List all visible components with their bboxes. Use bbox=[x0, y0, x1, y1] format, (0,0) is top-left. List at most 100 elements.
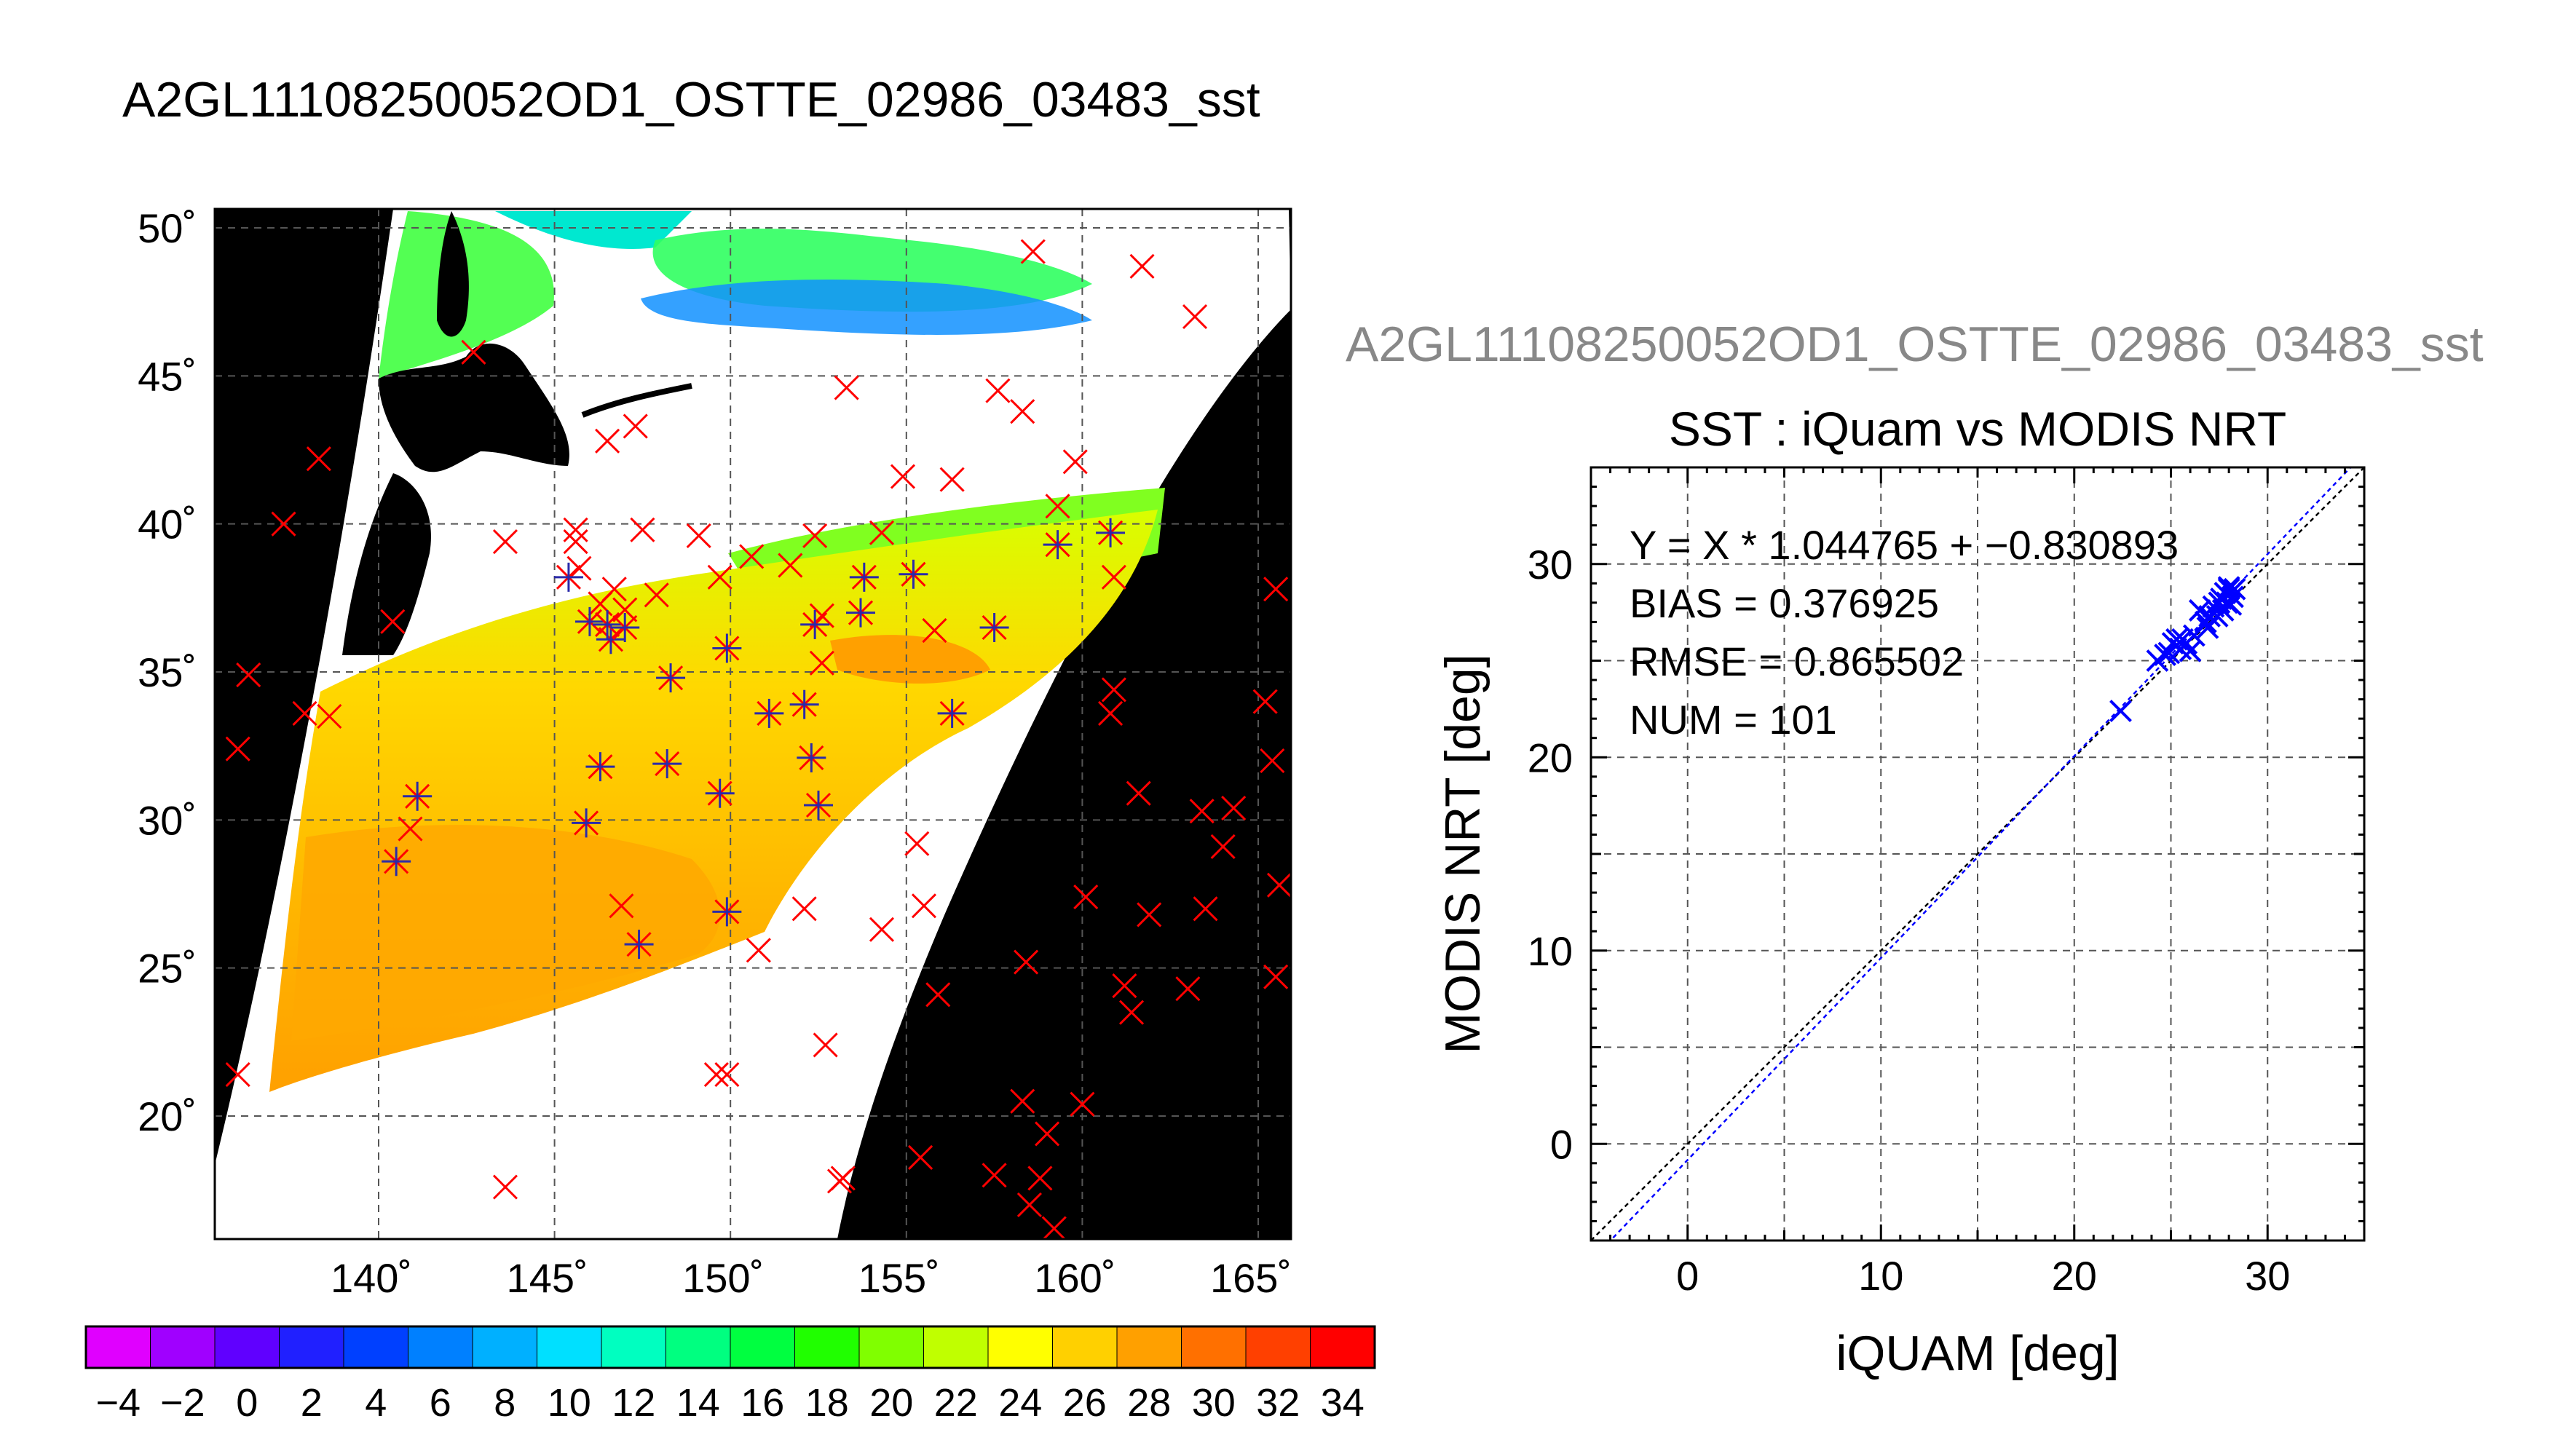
matchup-x bbox=[813, 1032, 838, 1058]
map-frame bbox=[213, 207, 1292, 1241]
colorbar-cell bbox=[1052, 1326, 1118, 1368]
matchup-x bbox=[1070, 1091, 1095, 1117]
matchup-x bbox=[1126, 780, 1151, 806]
scatter-tick-marks bbox=[1590, 466, 2366, 1242]
matchup-x bbox=[809, 650, 834, 676]
matchup-x bbox=[746, 938, 771, 963]
matched-markers bbox=[382, 518, 1126, 960]
matchup-x bbox=[1118, 1000, 1145, 1025]
colorbar-tick-label: 8 bbox=[494, 1381, 516, 1425]
matched-star bbox=[1043, 530, 1073, 560]
map-lat-labels: 50˚ 45˚ 40˚ 35˚ 30˚ 25˚ 20˚ bbox=[138, 205, 197, 1139]
matched-star bbox=[800, 609, 830, 639]
colorbar-cell bbox=[923, 1326, 989, 1368]
colorbar-tick-label: −2 bbox=[160, 1381, 205, 1425]
matchup-x bbox=[236, 662, 261, 688]
matchup-x bbox=[1189, 799, 1215, 824]
matched-star bbox=[652, 749, 682, 779]
matchup-x bbox=[707, 564, 732, 590]
colorbar-tick-label: 24 bbox=[998, 1381, 1042, 1425]
lat-tick-label: 35˚ bbox=[138, 649, 197, 695]
matched-star bbox=[804, 791, 833, 820]
matched-star bbox=[754, 698, 784, 728]
matchup-x bbox=[1062, 449, 1088, 475]
x-axis-label: iQUAM [deg] bbox=[1836, 1326, 2119, 1381]
colorbar-cell bbox=[1117, 1326, 1182, 1368]
colorbar-cell bbox=[408, 1326, 473, 1368]
matched-star bbox=[656, 663, 686, 693]
matchup-x bbox=[1175, 976, 1201, 1002]
matchup-x bbox=[778, 553, 803, 578]
colorbar-tick-label: 0 bbox=[236, 1381, 258, 1425]
colorbar-tick-label: −4 bbox=[95, 1381, 141, 1425]
main-title: A2GL11108250052OD1_OSTTE_02986_03483_sst bbox=[122, 72, 1260, 127]
colorbar-tick-label: 28 bbox=[1127, 1381, 1171, 1425]
matchup-x bbox=[1182, 304, 1208, 330]
matchup-x bbox=[630, 517, 655, 542]
colorbar-tick-label: 14 bbox=[676, 1381, 720, 1425]
rmse-label: RMSE = 0.865502 bbox=[1630, 638, 1964, 684]
matchup-x bbox=[644, 582, 669, 608]
matchup-x bbox=[306, 446, 331, 472]
matchup-x bbox=[563, 517, 588, 542]
matchup-x bbox=[890, 464, 916, 489]
colorbar-cell bbox=[988, 1326, 1054, 1368]
scatter-file-title: A2GL11108250052OD1_OSTTE_02986_03483_sst bbox=[1346, 317, 2484, 372]
matchup-x bbox=[1101, 677, 1126, 703]
matchup-x bbox=[826, 1168, 853, 1194]
land-honshu bbox=[342, 473, 431, 655]
x-tick-labels: 0 10 20 30 bbox=[1676, 1253, 2290, 1299]
matchup-x bbox=[1263, 964, 1289, 989]
colorbar-cell bbox=[279, 1326, 344, 1368]
matchup-x bbox=[703, 1062, 729, 1088]
matchup-x bbox=[1263, 577, 1289, 602]
sst-map: 50˚ 45˚ 40˚ 35˚ 30˚ 25˚ 20˚ 140˚ 145˚ 150˚ 155˚ 16… bbox=[138, 205, 1292, 1301]
y-tick-label: 10 bbox=[1528, 928, 1573, 974]
matched-star bbox=[797, 743, 826, 772]
matchup-x bbox=[1137, 902, 1162, 927]
lat-tick-label: 30˚ bbox=[138, 797, 197, 843]
matchup-x bbox=[461, 339, 486, 365]
matchup-x bbox=[1101, 564, 1126, 590]
matchup-x bbox=[492, 1174, 518, 1200]
matchup-x bbox=[939, 467, 965, 492]
map-graticule bbox=[215, 209, 1291, 1239]
matchup-markers bbox=[225, 239, 1291, 1239]
matchup-x bbox=[911, 893, 937, 919]
matchup-x bbox=[869, 917, 895, 942]
colorbar-frame bbox=[84, 1325, 1376, 1369]
scatter-point bbox=[2217, 576, 2240, 599]
matchup-x bbox=[1020, 239, 1046, 264]
matched-star bbox=[1096, 518, 1126, 547]
sst-patch-north-blue bbox=[641, 280, 1092, 335]
colorbar-tick-label: 22 bbox=[934, 1381, 978, 1425]
colorbar-cell bbox=[601, 1326, 667, 1368]
matchup-x bbox=[1027, 1166, 1053, 1191]
colorbar-cell bbox=[859, 1326, 925, 1368]
matchup-x bbox=[1252, 689, 1278, 714]
matchup-x bbox=[1010, 399, 1035, 424]
matchup-x bbox=[225, 1062, 250, 1088]
matchup-x bbox=[595, 428, 620, 454]
colorbar-tick-label: 6 bbox=[430, 1381, 451, 1425]
sst-patch-orange bbox=[291, 825, 720, 1041]
colorbar-cell bbox=[1310, 1326, 1375, 1368]
scatter-points bbox=[2109, 576, 2246, 722]
matchup-x bbox=[566, 555, 592, 581]
matchup-x bbox=[317, 703, 342, 729]
matched-star bbox=[572, 808, 601, 838]
matched-star bbox=[899, 559, 928, 589]
matched-star bbox=[382, 847, 411, 877]
scatter-point bbox=[2157, 641, 2181, 665]
matchup-x bbox=[982, 1163, 1007, 1188]
colorbar-cell bbox=[344, 1326, 409, 1368]
colorbar-cell bbox=[215, 1326, 280, 1368]
matchup-x bbox=[802, 523, 828, 548]
colorbar-cell bbox=[86, 1326, 151, 1368]
scatter-point bbox=[2109, 700, 2132, 722]
map-lon-labels: 140˚ 145˚ 150˚ 155˚ 160˚ 165˚ bbox=[331, 1255, 1292, 1301]
lon-tick-label: 145˚ bbox=[507, 1255, 588, 1301]
matchup-x bbox=[398, 816, 423, 842]
matched-star bbox=[553, 562, 583, 592]
